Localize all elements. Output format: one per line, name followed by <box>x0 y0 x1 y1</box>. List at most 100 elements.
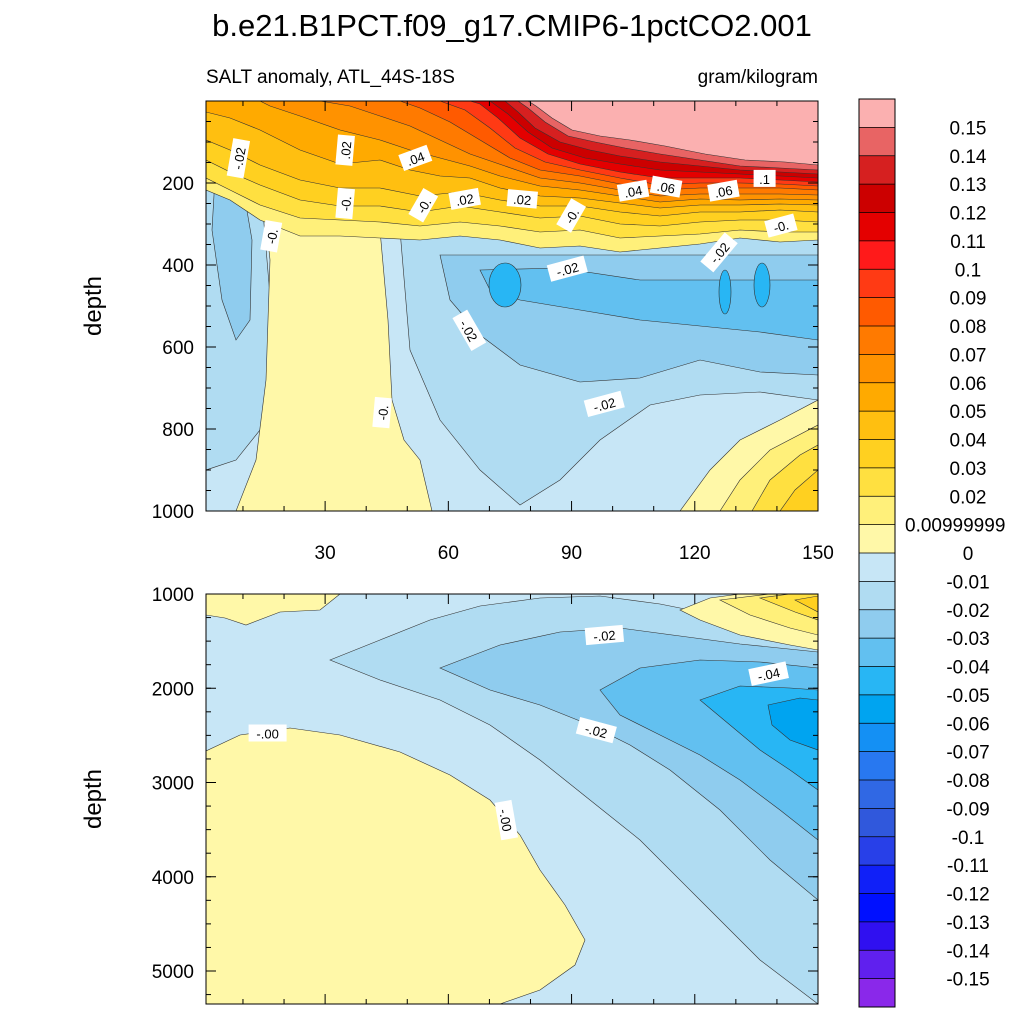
contour-label: .06 <box>707 179 740 202</box>
colorbar-swatch <box>859 354 895 384</box>
y-tick-label: 400 <box>162 256 194 277</box>
colorbar-label: 0.14 <box>950 147 987 168</box>
contour-label: .02 <box>506 189 538 209</box>
x-tick-label: 90 <box>561 543 582 564</box>
contour-label-box <box>372 396 392 429</box>
colorbar-swatch <box>859 496 895 526</box>
contour-label-box <box>452 309 487 352</box>
lower-y-axis-label: depth <box>80 769 107 829</box>
colorbar-swatch <box>859 751 895 781</box>
y-tick-label: 1000 <box>152 585 194 606</box>
colorbar-swatch <box>859 240 895 270</box>
contour-label-box <box>494 799 519 841</box>
colorbar-label: 0.09 <box>950 289 987 310</box>
contour-label-box <box>584 624 625 646</box>
contour-label: -.02 <box>583 390 625 418</box>
colorbar-label: 0.15 <box>950 118 987 139</box>
contour-label-box <box>575 717 617 744</box>
contour-label: .1 <box>753 169 776 187</box>
y-tick-label: 2000 <box>152 679 194 700</box>
contour-label-text: -0. <box>414 195 435 216</box>
contour-label-box <box>748 661 789 686</box>
colorbar-swatch <box>859 127 895 157</box>
contour-label: -.02 <box>584 624 625 646</box>
contour-label-box <box>556 198 586 233</box>
contour-label-box <box>546 255 588 282</box>
colorbar-label: 0.00999999 <box>905 516 1005 537</box>
colorbar-label: -0.13 <box>946 913 989 934</box>
colorbar-swatch <box>859 836 895 866</box>
contour-label-box <box>408 188 439 223</box>
lower-contour-labels: -.02 -.04 -.02 -.00 -.00 <box>248 624 789 841</box>
colorbar-label: -0.05 <box>946 686 989 707</box>
colorbar-swatch <box>859 978 895 1008</box>
colorbar: 0.15 0.14 0.13 0.12 0.11 0.1 0.09 0.08 0.07 0.06 0… <box>858 98 1005 1008</box>
contour-label-box <box>753 169 776 187</box>
colorbar-label: -0.04 <box>946 658 990 679</box>
contour-label-box <box>398 144 433 172</box>
chart-title: b.e21.B1PCT.f09_g17.CMIP6-1pctCO2.001 <box>212 8 812 43</box>
colorbar-swatch <box>859 921 895 951</box>
contour-label-box <box>506 189 538 209</box>
contour-label: -.02 <box>546 255 588 282</box>
colorbar-swatch <box>859 212 895 242</box>
lower-contour-fills <box>206 594 818 1004</box>
contour-label-text: -.02 <box>593 628 617 645</box>
colorbar-label: -0.12 <box>946 885 989 906</box>
contour-label: -.00 <box>248 724 287 742</box>
contour-label-text: -.02 <box>583 721 609 741</box>
colorbar-label: 0.03 <box>950 459 987 480</box>
colorbar-swatch <box>859 609 895 639</box>
contour-label: -0. <box>372 396 392 429</box>
colorbar-label: 0.02 <box>950 487 987 508</box>
contour-label-text: .04 <box>623 183 643 201</box>
colorbar-label: -0.08 <box>946 771 989 792</box>
colorbar-swatch <box>859 553 895 582</box>
contour-label-text: .1 <box>759 172 770 187</box>
contour-label: -0. <box>764 213 798 238</box>
colorbar-swatch <box>859 326 895 355</box>
colorbar-label: 0.06 <box>950 374 987 395</box>
contour-label: .04 <box>398 144 433 172</box>
colorbar-label: 0.1 <box>955 260 981 281</box>
colorbar-label: 0.11 <box>950 232 986 253</box>
colorbar-label: -0.09 <box>946 799 989 820</box>
lower-plot-frame <box>205 593 819 1005</box>
contour-label: -.02 <box>226 138 251 179</box>
chart-subtitle-units: gram/kilogram <box>698 67 818 88</box>
colorbar-label: -0.01 <box>946 572 989 593</box>
upper-y-axis: 200 400 600 800 1000 <box>152 100 818 523</box>
upper-contour-labels: -.02 .02 -0. -0. .04 -0. .02 .02 -0. .04 .06 .06 .1 -… <box>226 134 798 429</box>
colorbar-swatch <box>859 411 895 440</box>
contour-label-text: -.04 <box>756 665 781 684</box>
contour-label-text: -.02 <box>230 146 249 171</box>
x-tick-label: 60 <box>438 543 459 564</box>
colorbar-swatch <box>859 297 895 327</box>
contour-label: -.04 <box>748 661 789 686</box>
contour-label: -0. <box>260 219 283 253</box>
x-tick-label: 120 <box>679 543 711 564</box>
colorbar-label: -0.06 <box>946 714 989 735</box>
colorbar-label: 0.04 <box>950 431 987 452</box>
y-tick-label: 4000 <box>152 868 194 889</box>
chart-subtitle-variable: SALT anomaly, ATL_44S-18S <box>206 67 455 88</box>
contour-label-text: -.02 <box>592 395 618 415</box>
colorbar-label: -0.1 <box>952 828 985 849</box>
x-tick-label: 150 <box>802 543 834 564</box>
y-tick-label: 600 <box>162 338 194 359</box>
contour-label: .02 <box>335 134 355 166</box>
contour-label-text: .04 <box>405 149 427 169</box>
contour-label-box <box>260 219 283 253</box>
contour-label-text: -0. <box>264 228 281 246</box>
contour-label-text: .06 <box>713 183 733 201</box>
colorbar-swatch <box>859 467 895 497</box>
colorbar-label: -0.15 <box>946 970 989 991</box>
colorbar-label: -0.07 <box>946 743 989 764</box>
contour-label-text: -.02 <box>555 259 581 279</box>
contour-label: .06 <box>649 175 683 198</box>
colorbar-label: -0.11 <box>947 856 989 877</box>
contour-label-text: -0. <box>562 206 583 227</box>
contour-label-box <box>335 134 355 166</box>
y-tick-label: 200 <box>162 174 194 195</box>
contour-label: -.00 <box>494 799 519 841</box>
